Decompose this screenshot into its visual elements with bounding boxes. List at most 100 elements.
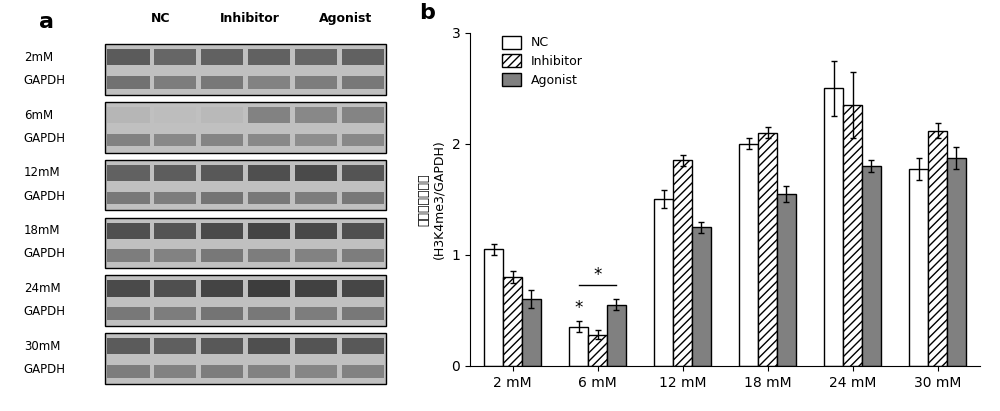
Bar [607, 305, 626, 366]
Bar [107, 134, 150, 146]
Text: Inhibitor: Inhibitor [219, 12, 279, 25]
Bar [342, 338, 384, 354]
Bar [909, 169, 928, 366]
Bar [342, 76, 384, 89]
Bar [107, 76, 150, 89]
Bar [824, 88, 843, 366]
Bar [107, 249, 150, 262]
Bar [107, 107, 150, 123]
Bar [295, 49, 337, 65]
Bar [107, 307, 150, 320]
Bar [107, 49, 150, 65]
Text: GAPDH: GAPDH [24, 305, 66, 318]
Bar [248, 338, 290, 354]
Bar [154, 365, 196, 378]
Text: GAPDH: GAPDH [24, 247, 66, 261]
Bar [295, 76, 337, 89]
Bar [107, 280, 150, 297]
Bar [484, 249, 503, 366]
Bar [248, 223, 290, 239]
Bar [342, 249, 384, 262]
Text: GAPDH: GAPDH [24, 132, 66, 145]
Text: 2mM: 2mM [24, 51, 53, 64]
Bar [739, 144, 758, 366]
Bar [342, 307, 384, 320]
Text: *: * [575, 299, 583, 317]
Y-axis label: 蛋白相对表达量
(H3K4me3/GAPDH): 蛋白相对表达量 (H3K4me3/GAPDH) [418, 139, 446, 259]
Bar [107, 192, 150, 204]
Bar [295, 223, 337, 239]
Bar [248, 365, 290, 378]
Bar [154, 107, 196, 123]
Bar [107, 365, 150, 378]
Bar [295, 365, 337, 378]
Bar [201, 365, 243, 378]
Text: 18mM: 18mM [24, 224, 60, 237]
Bar [248, 280, 290, 297]
Bar [154, 192, 196, 204]
Bar [105, 160, 386, 210]
Bar [342, 223, 384, 239]
Text: GAPDH: GAPDH [24, 189, 66, 203]
Bar [154, 249, 196, 262]
Bar [154, 76, 196, 89]
Bar [248, 107, 290, 123]
Bar [248, 165, 290, 181]
Text: GAPDH: GAPDH [24, 363, 66, 376]
Text: b: b [419, 3, 435, 23]
Bar [295, 134, 337, 146]
Bar [201, 49, 243, 65]
Bar [295, 249, 337, 262]
Bar [342, 365, 384, 378]
Bar [295, 280, 337, 297]
Bar [105, 333, 386, 384]
Text: a: a [38, 12, 54, 32]
Bar [692, 227, 711, 366]
Bar [569, 327, 588, 366]
Legend: NC, Inhibitor, Agonist: NC, Inhibitor, Agonist [502, 36, 582, 87]
Bar [201, 223, 243, 239]
Bar [154, 165, 196, 181]
Text: 6mM: 6mM [24, 109, 53, 122]
Bar [588, 335, 607, 366]
Text: 24mM: 24mM [24, 282, 60, 295]
Bar [105, 217, 386, 268]
Bar [107, 223, 150, 239]
Text: NC: NC [151, 12, 170, 25]
Bar [201, 165, 243, 181]
Bar [342, 165, 384, 181]
Bar [928, 131, 947, 366]
Bar [295, 307, 337, 320]
Bar [105, 44, 386, 95]
Bar [843, 105, 862, 366]
Bar [105, 102, 386, 152]
Bar [201, 134, 243, 146]
Bar [154, 134, 196, 146]
Bar [295, 165, 337, 181]
Bar [758, 133, 777, 366]
Bar [248, 307, 290, 320]
Bar [342, 49, 384, 65]
Bar [862, 166, 881, 366]
Bar [295, 338, 337, 354]
Bar [201, 338, 243, 354]
Bar [107, 165, 150, 181]
Bar [342, 107, 384, 123]
Bar [342, 134, 384, 146]
Bar [201, 249, 243, 262]
Text: 12mM: 12mM [24, 166, 60, 179]
Bar [105, 275, 386, 326]
Bar [248, 76, 290, 89]
Bar [342, 280, 384, 297]
Bar [201, 307, 243, 320]
Bar [654, 199, 673, 366]
Bar [201, 107, 243, 123]
Text: GAPDH: GAPDH [24, 74, 66, 87]
Bar [201, 192, 243, 204]
Bar [522, 299, 541, 366]
Text: 30mM: 30mM [24, 340, 60, 353]
Bar [295, 107, 337, 123]
Bar [947, 158, 966, 366]
Bar [201, 76, 243, 89]
Bar [248, 249, 290, 262]
